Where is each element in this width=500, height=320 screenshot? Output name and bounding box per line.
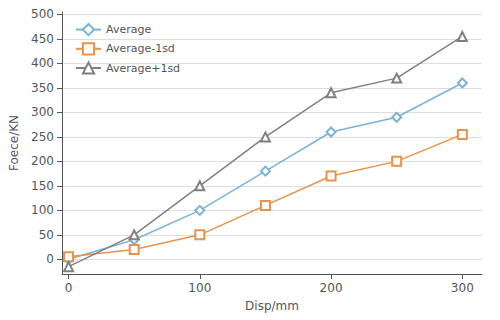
svg-text:Foece/KN: Foece/KN [7,115,21,171]
svg-text:300: 300 [31,105,54,119]
svg-text:250: 250 [31,130,54,144]
svg-text:350: 350 [31,81,54,95]
svg-text:300: 300 [451,281,474,295]
svg-text:0: 0 [46,252,54,266]
svg-text:50: 50 [39,228,54,242]
svg-text:0: 0 [65,281,73,295]
svg-text:Average: Average [106,23,151,36]
svg-text:400: 400 [31,56,54,70]
svg-text:100: 100 [188,281,211,295]
svg-text:200: 200 [320,281,343,295]
svg-text:200: 200 [31,154,54,168]
svg-text:100: 100 [31,203,54,217]
svg-text:Disp/mm: Disp/mm [245,299,299,313]
svg-text:500: 500 [31,7,54,21]
svg-text:150: 150 [31,179,54,193]
svg-text:Average-1sd: Average-1sd [106,42,175,55]
svg-text:450: 450 [31,32,54,46]
svg-text:Average+1sd: Average+1sd [106,62,180,75]
